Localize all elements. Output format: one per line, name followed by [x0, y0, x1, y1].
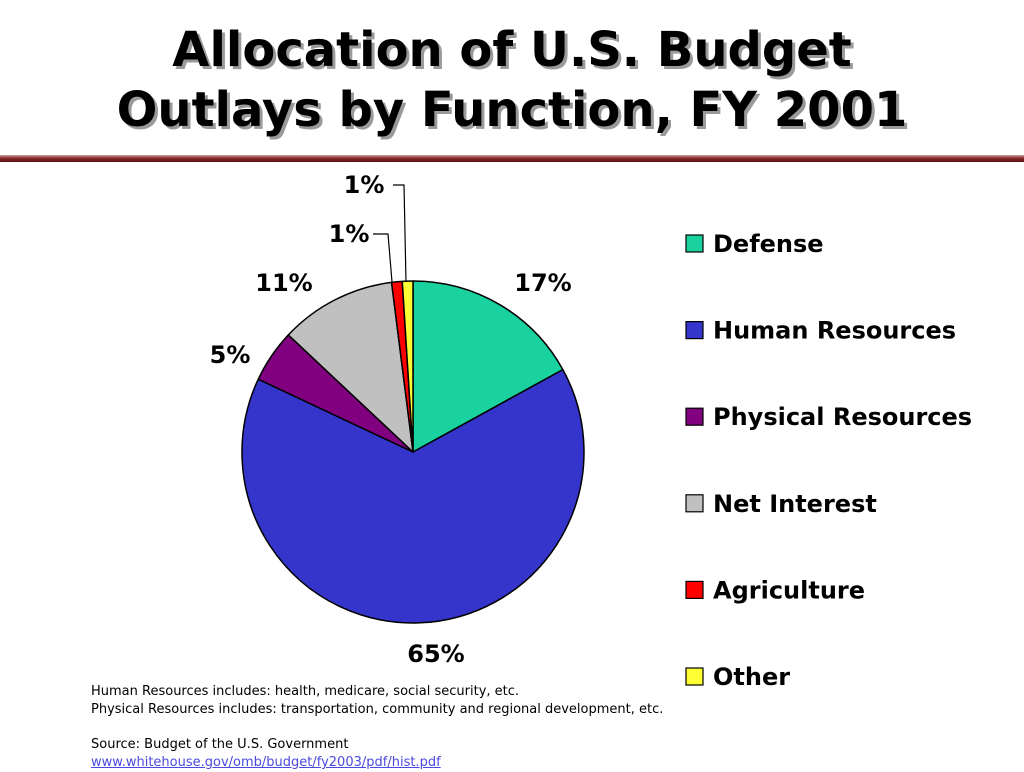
legend-swatch-physical-resources: [685, 407, 704, 426]
legend-item-defense: Defense: [685, 230, 824, 258]
legend-item-agriculture: Agriculture: [685, 576, 865, 604]
pie-slice-other: [401, 280, 414, 453]
label-leaders: [373, 184, 407, 283]
data-label-defense: 17%: [514, 269, 571, 297]
legend: Defense Human Resources Physical Resources…: [685, 230, 972, 691]
title-line-1: Allocation of U.S. Budget: [172, 22, 852, 78]
slide-title: Allocation of U.S. Budget Outlays by Fun…: [0, 20, 1024, 140]
data-label-physical-resources: 5%: [210, 341, 251, 369]
data-label-human-resources: 65%: [407, 640, 464, 668]
legend-item-human-resources: Human Resources: [685, 317, 956, 345]
legend-item-other: Other: [685, 663, 790, 691]
legend-label-physical-resources: Physical Resources: [713, 403, 972, 431]
pie-slices: [241, 280, 585, 624]
data-label-agriculture: 1%: [329, 220, 370, 248]
footnote-physical-resources: Physical Resources includes: transportat…: [91, 702, 664, 717]
legend-label-other: Other: [713, 663, 790, 691]
legend-swatch-net-interest: [685, 494, 704, 513]
legend-item-physical-resources: Physical Resources: [685, 403, 972, 431]
legend-label-defense: Defense: [713, 230, 824, 258]
footnote-human-resources: Human Resources includes: health, medica…: [91, 684, 520, 699]
data-label-other: 1%: [344, 171, 385, 199]
pie-labels: 17% 65% 5% 11% 1% 1%: [210, 171, 572, 668]
title-line-2: Outlays by Function, FY 2001: [116, 82, 908, 138]
legend-label-human-resources: Human Resources: [713, 317, 956, 345]
source-link[interactable]: www.whitehouse.gov/omb/budget/fy2003/pdf…: [91, 755, 441, 770]
legend-label-net-interest: Net Interest: [713, 490, 877, 518]
footnotes: Human Resources includes: health, medica…: [91, 683, 663, 772]
title-divider: [0, 155, 1024, 162]
legend-swatch-other: [685, 667, 704, 686]
pie-slice-defense: [412, 280, 564, 453]
source-text: Source: Budget of the U.S. Government: [91, 737, 349, 752]
legend-label-agriculture: Agriculture: [713, 576, 865, 604]
legend-item-net-interest: Net Interest: [685, 490, 877, 518]
leader-line-other: [393, 184, 407, 283]
legend-swatch-human-resources: [685, 321, 704, 340]
legend-swatch-agriculture: [685, 580, 704, 600]
pie-slice-net-interest: [287, 281, 414, 453]
data-label-net-interest: 11%: [255, 269, 312, 297]
legend-swatch-defense: [685, 234, 704, 253]
pie-slice-human-resources: [241, 368, 585, 624]
leader-line-agriculture: [373, 233, 393, 283]
